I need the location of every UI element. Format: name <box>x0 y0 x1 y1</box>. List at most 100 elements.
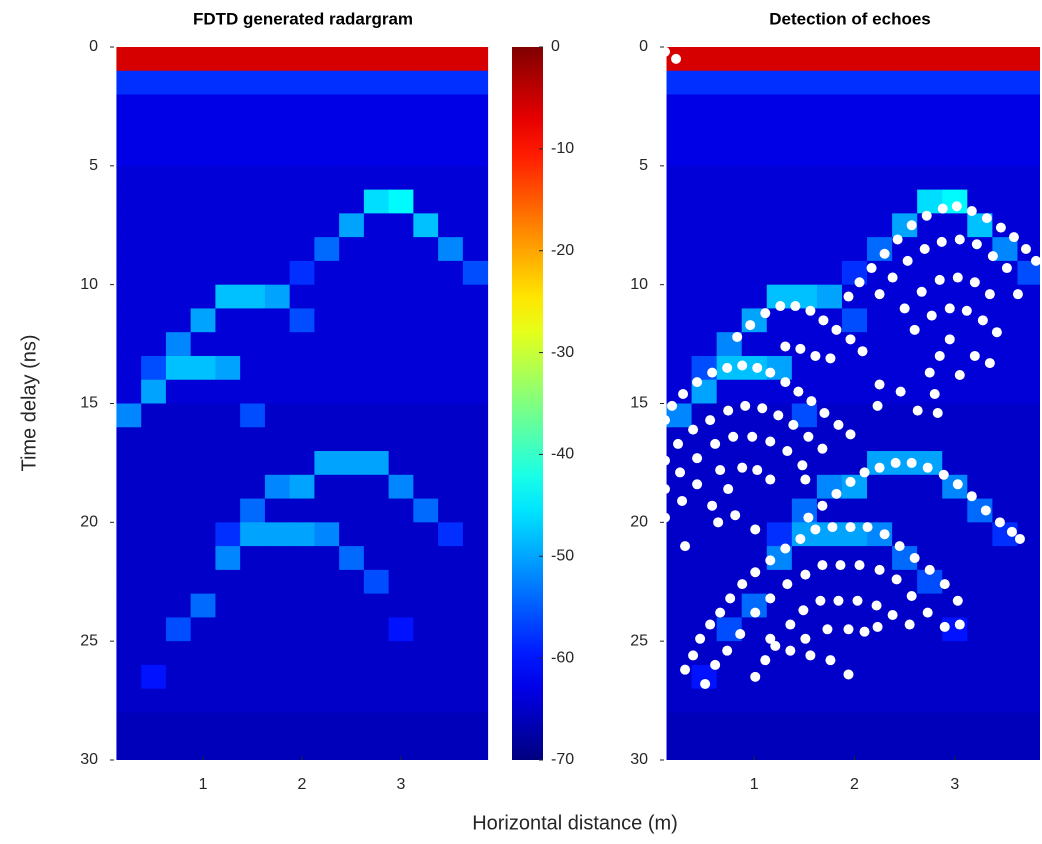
heatmap-cell <box>666 355 693 381</box>
heatmap-cell <box>413 118 439 143</box>
echo-point <box>765 367 776 378</box>
echo-point <box>747 431 758 442</box>
heatmap-cell <box>240 593 266 618</box>
echo-point <box>760 655 771 666</box>
heatmap-cell <box>741 213 768 238</box>
echo-point <box>707 367 718 378</box>
echo-point <box>825 655 836 666</box>
heatmap-cell <box>942 664 968 690</box>
heatmap-cell <box>741 47 768 72</box>
heatmap-cell <box>363 237 390 262</box>
heatmap-cell <box>691 284 718 309</box>
heatmap-cell <box>388 379 414 404</box>
heatmap-cell <box>264 213 291 238</box>
heatmap-cell <box>413 165 439 191</box>
heatmap-cell <box>264 260 291 286</box>
heatmap-cell <box>388 451 414 476</box>
heatmap-cell <box>438 641 464 666</box>
colorbar-tick-label: -60 <box>551 649 574 666</box>
heatmap-cell <box>388 308 414 333</box>
heatmap-cell <box>716 712 743 737</box>
echo-point <box>952 479 963 490</box>
heatmap-cell <box>791 736 818 760</box>
heatmap-cell <box>462 546 489 571</box>
heatmap-cell <box>413 94 439 119</box>
heatmap-cell <box>867 332 893 357</box>
y-tick-label: 20 <box>80 514 98 531</box>
heatmap-cell <box>116 213 142 238</box>
heatmap-cell <box>992 736 1018 760</box>
echo-point <box>902 255 913 266</box>
heatmap-cell <box>967 546 993 571</box>
heatmap-cell <box>116 94 142 119</box>
x-tick-label: 2 <box>850 776 859 793</box>
heatmap-cell <box>190 47 216 72</box>
heatmap-cell <box>289 451 315 476</box>
heatmap-cell <box>215 451 241 476</box>
heatmap-cell <box>992 47 1018 72</box>
heatmap-cell <box>190 284 216 309</box>
heatmap-cell <box>741 142 768 167</box>
colorbar-tick-label: -40 <box>551 446 574 463</box>
heatmap-cell <box>892 427 918 452</box>
echo-point <box>991 327 1002 338</box>
echo-point <box>924 564 935 575</box>
heatmap-cell <box>462 189 489 214</box>
heatmap-cell <box>314 355 340 381</box>
echo-point <box>765 436 776 447</box>
heatmap-cell <box>339 522 365 547</box>
heatmap-cell <box>264 118 291 143</box>
heatmap-cell <box>462 617 489 642</box>
heatmap-cell <box>716 189 743 214</box>
echo-point <box>891 574 902 585</box>
heatmap-cell <box>190 213 216 238</box>
heatmap-cell <box>716 47 743 72</box>
heatmap-cell <box>741 546 768 571</box>
echo-point <box>916 286 927 297</box>
heatmap-cell <box>339 688 365 713</box>
heatmap-cell <box>116 260 142 286</box>
heatmap-cell <box>141 546 167 571</box>
heatmap-cell <box>240 165 266 191</box>
y-tick-label: 15 <box>80 395 98 412</box>
heatmap-cell <box>240 47 266 72</box>
heatmap-cell <box>791 664 818 690</box>
y-tick-label: 30 <box>630 751 648 768</box>
heatmap-cell <box>141 189 167 214</box>
echo-point <box>806 396 817 407</box>
heatmap-cell <box>816 118 843 143</box>
heatmap-cell <box>992 474 1018 500</box>
heatmap-cell <box>917 142 943 167</box>
echo-point <box>843 291 854 302</box>
echo-point <box>740 400 751 411</box>
heatmap-cell <box>462 94 489 119</box>
x-tick-label: 3 <box>950 776 959 793</box>
heatmap-cell <box>363 165 390 191</box>
echo-point <box>692 453 703 464</box>
heatmap-cell <box>413 308 439 333</box>
heatmap-cell <box>388 736 414 760</box>
heatmap-cell <box>462 213 489 238</box>
echo-point <box>752 362 763 373</box>
heatmap-cell <box>917 522 943 547</box>
heatmap-cell <box>462 237 489 262</box>
heatmap-cell <box>165 664 192 690</box>
x-axis-label: Horizontal distance (m) <box>472 812 678 834</box>
heatmap-cell <box>413 260 439 286</box>
heatmap-cell <box>215 47 241 72</box>
heatmap-cell <box>314 142 340 167</box>
heatmap-cell <box>165 237 192 262</box>
heatmap-cell <box>289 427 315 452</box>
echo-point <box>803 431 814 442</box>
echo-point <box>843 624 854 635</box>
heatmap-cell <box>165 569 192 595</box>
heatmap-cell <box>363 451 390 476</box>
heatmap-cell <box>289 617 315 642</box>
heatmap-cell <box>363 736 390 760</box>
heatmap-cell <box>339 213 365 238</box>
heatmap-cell <box>867 70 893 96</box>
heatmap-cell <box>215 664 241 690</box>
heatmap-cell <box>1017 118 1040 143</box>
heatmap-cell <box>438 332 464 357</box>
heatmap-cell <box>766 522 793 547</box>
